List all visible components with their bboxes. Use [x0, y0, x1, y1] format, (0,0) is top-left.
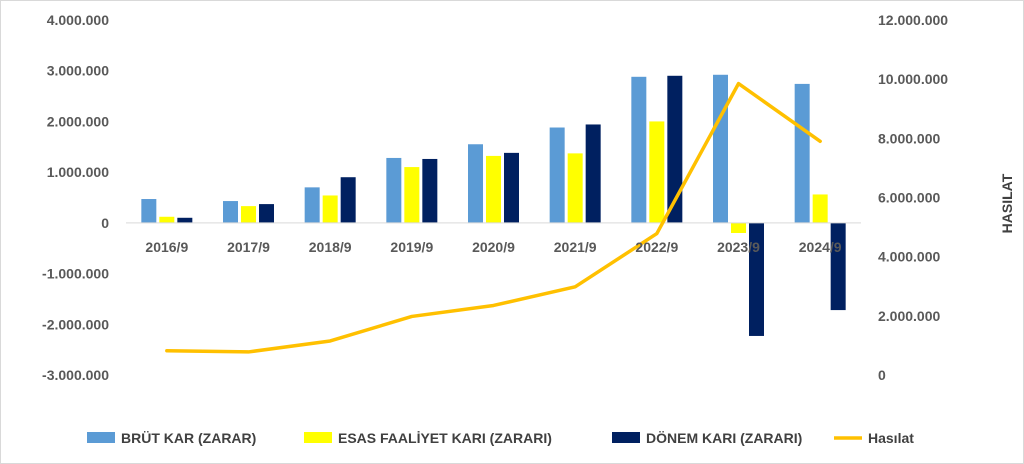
left-tick-label: 3.000.000 — [47, 63, 109, 79]
left-axis-ticks: -3.000.000 -2.000.000 -1.000.000 0 1.000.000… — [42, 12, 109, 383]
legend-swatch — [304, 432, 332, 443]
legend-label: BRÜT KAR (ZARAR) — [121, 430, 256, 446]
bar-series0-6 — [631, 76, 647, 223]
category-label: 2020/9 — [472, 239, 515, 255]
left-tick-label: -3.000.000 — [42, 367, 109, 383]
bar-series2-6 — [667, 75, 683, 223]
left-tick-label: 1.000.000 — [47, 164, 109, 180]
category-label: 2023/9 — [717, 239, 760, 255]
bar-series2-0 — [177, 217, 193, 223]
bar-series1-4 — [486, 155, 501, 223]
bar-series0-7 — [713, 74, 728, 223]
bar-series0-4 — [468, 144, 483, 223]
bar-series1-5 — [567, 153, 583, 223]
line-hasilat — [165, 81, 822, 354]
bar-series1-8 — [812, 194, 828, 223]
left-tick-label: 0 — [101, 215, 109, 231]
right-axis-ticks: 0 2.000.000 4.000.000 6.000.000 8.000.000 10.… — [878, 12, 948, 383]
bar-series2-5 — [585, 124, 601, 223]
left-tick-label: -2.000.000 — [42, 316, 109, 332]
bar-series2-8 — [830, 222, 846, 311]
legend-label: DÖNEM KARI (ZARARI) — [646, 430, 802, 446]
bar-series0-5 — [549, 127, 565, 223]
left-tick-label: 4.000.000 — [47, 12, 109, 28]
category-label: 2022/9 — [635, 239, 678, 255]
right-tick-label: 10.000.000 — [878, 71, 948, 87]
bar-series1-6 — [649, 121, 665, 223]
right-tick-label: 12.000.000 — [878, 12, 948, 28]
bar-series0-1 — [223, 201, 238, 223]
legend: BRÜT KAR (ZARAR) ESAS FAALİYET KARI (ZARA… — [87, 430, 914, 446]
bar-series2-2 — [340, 177, 356, 223]
right-tick-label: 0 — [878, 367, 886, 383]
line-layer — [165, 81, 822, 354]
bar-series1-3 — [404, 167, 420, 223]
bar-series0-8 — [794, 83, 810, 223]
legend-swatch — [87, 432, 115, 443]
left-tick-label: -1.000.000 — [42, 266, 109, 282]
legend-label: Hasılat — [868, 430, 914, 446]
legend-swatch — [612, 432, 640, 443]
bars-layer — [141, 74, 846, 336]
bar-series1-2 — [322, 195, 338, 223]
legend-label: ESAS FAALİYET KARI (ZARARI) — [338, 430, 552, 446]
category-labels: 2016/9 2017/9 2018/9 2019/9 2020/9 2021/9 2022… — [145, 239, 841, 255]
bar-series0-3 — [386, 157, 402, 223]
bar-series0-0 — [141, 199, 157, 223]
bar-series2-7 — [749, 222, 764, 336]
bar-series1-1 — [241, 206, 256, 223]
category-label: 2017/9 — [227, 239, 270, 255]
category-label: 2024/9 — [799, 239, 842, 255]
bar-series2-3 — [422, 158, 438, 223]
right-axis-title: HASILAT — [999, 173, 1015, 233]
category-label: 2021/9 — [554, 239, 597, 255]
left-tick-label: 2.000.000 — [47, 113, 109, 129]
category-label: 2018/9 — [309, 239, 352, 255]
bar-series2-1 — [259, 204, 274, 223]
bar-series1-0 — [159, 216, 175, 223]
category-label: 2019/9 — [390, 239, 433, 255]
right-tick-label: 4.000.000 — [878, 249, 940, 265]
right-tick-label: 6.000.000 — [878, 190, 940, 206]
bar-series2-4 — [504, 152, 519, 223]
bar-series1-7 — [731, 222, 746, 233]
category-label: 2016/9 — [145, 239, 188, 255]
right-tick-label: 2.000.000 — [878, 308, 940, 324]
right-tick-label: 8.000.000 — [878, 130, 940, 146]
bar-series0-2 — [304, 187, 320, 223]
